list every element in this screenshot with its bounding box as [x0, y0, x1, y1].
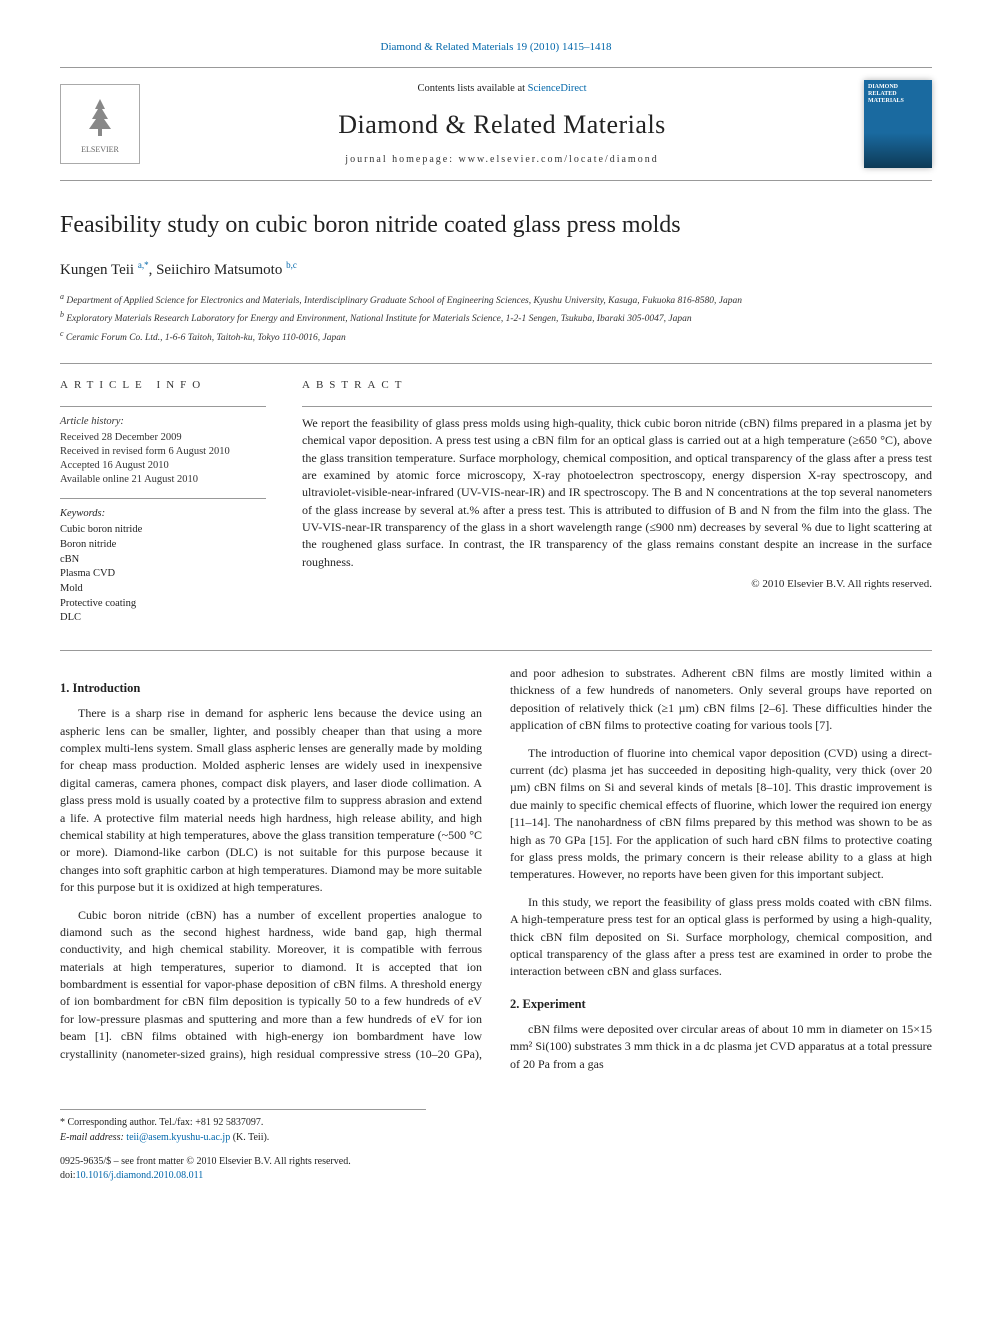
info-abstract-row: article info Article history: Received 2… [60, 378, 932, 626]
keywords-block: Keywords: Cubic boron nitride Boron nitr… [60, 507, 266, 627]
email-label: E-mail address: [60, 1132, 124, 1143]
keyword: Protective coating [60, 597, 266, 612]
history-line: Accepted 16 August 2010 [60, 459, 266, 473]
email-line: E-mail address: teii@asem.kyushu-u.ac.jp… [60, 1131, 426, 1145]
abstract-heading: abstract [302, 378, 932, 393]
citation-header: Diamond & Related Materials 19 (2010) 14… [60, 40, 932, 55]
section-1-heading: 1. Introduction [60, 679, 482, 697]
keyword: Cubic boron nitride [60, 523, 266, 538]
article-title: Feasibility study on cubic boron nitride… [60, 209, 932, 243]
main-content: 1. Introduction There is a sharp rise in… [60, 665, 932, 1073]
doi-line: doi:10.1016/j.diamond.2010.08.011 [60, 1169, 932, 1183]
article-history: Article history: Received 28 December 20… [60, 415, 266, 488]
divider [60, 498, 266, 499]
article-info-column: article info Article history: Received 2… [60, 378, 266, 626]
divider [60, 406, 266, 407]
tree-icon [75, 94, 125, 144]
elsevier-label: ELSEVIER [81, 144, 119, 155]
contents-prefix: Contents lists available at [417, 83, 527, 94]
authors-line: Kungen Teii a,*, Seiichiro Matsumoto b,c [60, 259, 932, 281]
affiliations: a Department of Applied Science for Elec… [60, 291, 932, 345]
body-para: The introduction of fluorine into chemic… [510, 745, 932, 884]
corresponding-author-footer: * Corresponding author. Tel./fax: +81 92… [60, 1109, 426, 1145]
email-name: (K. Teii). [233, 1132, 270, 1143]
history-line: Received in revised form 6 August 2010 [60, 445, 266, 459]
history-line: Received 28 December 2009 [60, 431, 266, 445]
journal-cover-thumb: DIAMOND RELATED MATERIALS [864, 80, 932, 168]
corresponding-label: * Corresponding author. Tel./fax: +81 92… [60, 1116, 426, 1130]
history-line: Available online 21 August 2010 [60, 473, 266, 487]
affil-a: a Department of Applied Science for Elec… [60, 291, 932, 308]
divider [302, 406, 932, 407]
keyword: cBN [60, 553, 266, 568]
keyword: Mold [60, 582, 266, 597]
contents-line: Contents lists available at ScienceDirec… [140, 82, 864, 97]
divider [60, 650, 932, 651]
keyword: DLC [60, 611, 266, 626]
email-link[interactable]: teii@asem.kyushu-u.ac.jp [126, 1132, 230, 1143]
keyword: Plasma CVD [60, 567, 266, 582]
homepage-url[interactable]: www.elsevier.com/locate/diamond [459, 154, 659, 165]
doi-footer: 0925-9635/$ – see front matter © 2010 El… [60, 1155, 932, 1183]
homepage-line: journal homepage: www.elsevier.com/locat… [140, 153, 864, 167]
abstract-copyright: © 2010 Elsevier B.V. All rights reserved… [302, 577, 932, 592]
section-2-heading: 2. Experiment [510, 995, 932, 1013]
citation-link[interactable]: Diamond & Related Materials 19 (2010) 14… [381, 41, 612, 53]
keyword: Boron nitride [60, 538, 266, 553]
divider [60, 363, 932, 364]
journal-banner: ELSEVIER Contents lists available at Sci… [60, 67, 932, 181]
author-2: Seiichiro Matsumoto b,c [156, 262, 297, 278]
affil-b: b Exploratory Materials Research Laborat… [60, 309, 932, 326]
homepage-prefix: journal homepage: [345, 154, 458, 165]
journal-name: Diamond & Related Materials [140, 107, 864, 143]
issn-line: 0925-9635/$ – see front matter © 2010 El… [60, 1155, 932, 1169]
cover-title: DIAMOND RELATED MATERIALS [868, 84, 928, 104]
body-para: In this study, we report the feasibility… [510, 894, 932, 981]
sciencedirect-link[interactable]: ScienceDirect [528, 83, 587, 94]
article-info-heading: article info [60, 378, 266, 393]
doi-link[interactable]: 10.1016/j.diamond.2010.08.011 [76, 1170, 204, 1181]
body-para: There is a sharp rise in demand for asph… [60, 705, 482, 896]
elsevier-logo: ELSEVIER [60, 84, 140, 164]
abstract-column: abstract We report the feasibility of gl… [302, 378, 932, 626]
banner-center: Contents lists available at ScienceDirec… [140, 82, 864, 167]
affil-c: c Ceramic Forum Co. Ltd., 1-6-6 Taitoh, … [60, 328, 932, 345]
history-heading: Article history: [60, 415, 266, 429]
keywords-heading: Keywords: [60, 507, 266, 522]
author-1: Kungen Teii a,* [60, 262, 149, 278]
body-para: cBN films were deposited over circular a… [510, 1021, 932, 1073]
abstract-text: We report the feasibility of glass press… [302, 415, 932, 572]
